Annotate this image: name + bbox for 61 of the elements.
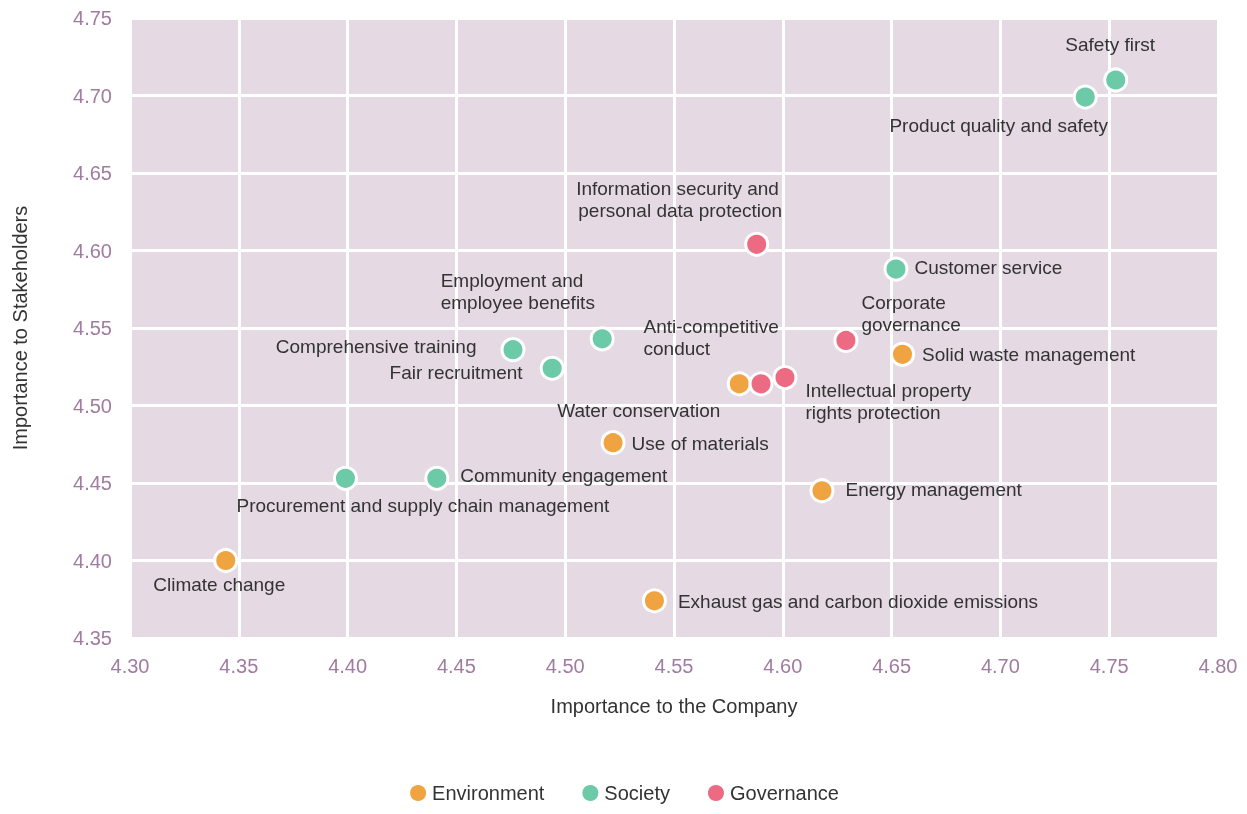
point xyxy=(213,548,239,573)
x-tick-label: 4.70 xyxy=(980,655,1020,677)
point xyxy=(744,231,770,257)
x-tick-label: 4.50 xyxy=(545,655,585,677)
y-axis-title: Importance to Stakeholders xyxy=(9,205,31,451)
point xyxy=(500,337,526,363)
y-tick-label: 4.40 xyxy=(73,549,112,572)
annotation: Water conservation xyxy=(557,399,721,421)
x-tick-label: 4.80 xyxy=(1198,655,1238,677)
point xyxy=(589,326,615,352)
y-tick-label: 4.70 xyxy=(73,84,112,107)
x-tick-label: 4.65 xyxy=(872,655,912,677)
y-tick-label: 4.65 xyxy=(73,162,112,184)
legend-label: Governance xyxy=(729,782,839,804)
y-tick-label: 4.75 xyxy=(73,7,112,29)
point xyxy=(1103,67,1129,93)
annotation: Customer service xyxy=(914,257,1063,279)
point xyxy=(890,341,915,367)
x-tick-label: 4.45 xyxy=(436,655,476,677)
point xyxy=(726,371,752,397)
point xyxy=(1072,84,1098,110)
annotation: Fair recruitment xyxy=(389,362,524,384)
point xyxy=(833,327,859,353)
legend-label: Society xyxy=(604,782,670,804)
annotation: Energy management xyxy=(845,478,1023,500)
annotation: Solid waste management xyxy=(921,344,1137,366)
annotation: Community engagement xyxy=(460,465,669,487)
x-axis-title: Importance to the Company xyxy=(550,695,798,717)
legend-label: Environment xyxy=(432,782,545,804)
annotation: Comprehensive training xyxy=(275,335,477,357)
point xyxy=(539,355,565,381)
point xyxy=(600,430,626,456)
annotation: Product quality and safety xyxy=(889,115,1109,137)
annotation: Information security and personal data protection xyxy=(576,178,785,222)
x-tick-label: 4.40 xyxy=(328,655,368,677)
annotation: Corporate governance xyxy=(861,292,961,336)
x-tick-label: 4.60 xyxy=(763,655,803,677)
y-tick-label: 4.60 xyxy=(73,239,112,262)
annotation: Use of materials xyxy=(631,432,769,454)
annotation: Procurement and supply chain management xyxy=(236,495,611,517)
annotation: Anti-competitive conduct xyxy=(643,315,784,359)
point xyxy=(809,478,835,504)
y-tick-label: 4.35 xyxy=(73,627,112,649)
annotation: Climate change xyxy=(153,573,286,595)
y-tick-label: 4.45 xyxy=(73,472,112,494)
annotation: Employment and employee benefits xyxy=(440,269,595,313)
point xyxy=(748,371,774,397)
point xyxy=(883,256,909,282)
point xyxy=(332,465,358,491)
point xyxy=(424,465,450,491)
y-tick-label: 4.55 xyxy=(73,317,112,339)
y-tick-label: 4.50 xyxy=(73,394,112,417)
x-tick-label: 4.55 xyxy=(654,655,694,677)
x-tick-label: 4.75 xyxy=(1089,655,1129,677)
x-tick-label: 4.30 xyxy=(110,655,150,677)
point xyxy=(772,365,798,391)
annotation: Safety first xyxy=(1065,34,1156,55)
annotation: Intellectual property rights protection xyxy=(805,379,977,423)
point xyxy=(641,588,667,614)
annotation: Exhaust gas and carbon dioxide emissions xyxy=(677,590,1039,612)
x-tick-label: 4.35 xyxy=(219,655,259,677)
